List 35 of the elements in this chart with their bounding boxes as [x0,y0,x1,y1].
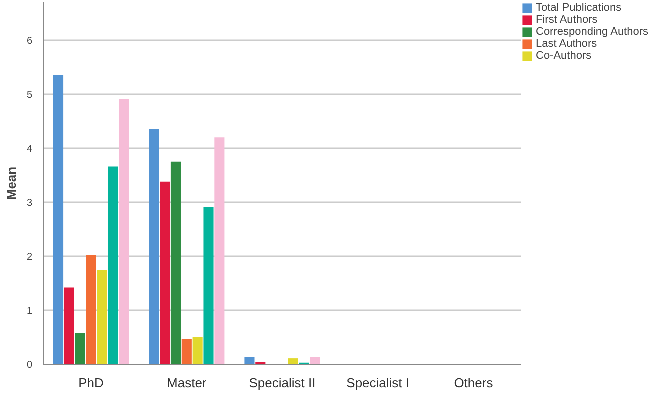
bar [53,75,64,364]
x-tick-label: Specialist II [249,376,316,390]
x-tick-label: PhD [78,376,104,390]
bar [192,337,203,364]
bar [214,138,225,364]
y-tick-label: 6 [26,36,33,47]
legend-label: First Authors [536,14,598,26]
bar [149,129,160,364]
bar [288,358,298,364]
bar [64,288,74,364]
y-tick-label: 5 [26,90,33,101]
x-tick-label: Specialist I [346,376,410,390]
legend-label: Co-Authors [536,50,592,62]
bar [75,333,86,364]
bar [182,339,192,364]
bar [119,99,130,364]
y-tick-label: 1 [26,306,33,317]
legend-label: Corresponding Authors [536,26,649,38]
bar [204,207,214,364]
y-tick-label: 3 [26,198,33,209]
bar [170,162,181,364]
bar [108,166,118,364]
bar [97,270,108,364]
y-tick-label: 4 [26,144,33,155]
bar [160,182,170,364]
bar [310,357,320,364]
bar [244,357,255,364]
legend-label: Last Authors [536,38,598,50]
bar [86,255,96,364]
x-tick-label: Master [167,376,208,390]
y-axis-title: Mean [4,166,19,200]
y-tick-label: 2 [26,252,33,263]
x-tick-label: Others [454,376,494,390]
legend-label: Total Publications [536,2,622,14]
y-tick-label: 0 [26,360,33,371]
